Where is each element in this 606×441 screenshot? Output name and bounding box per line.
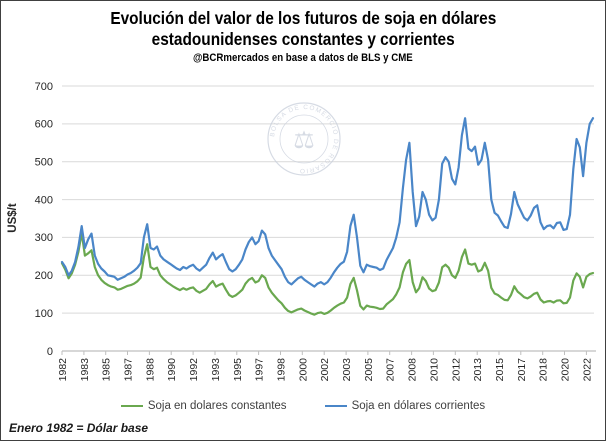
x-tick-label: 2015 (494, 358, 506, 382)
chart-subtitle: @BCRmercados en base a datos de BLS y CM… (193, 52, 413, 64)
y-tick-label: 200 (35, 270, 53, 282)
y-tick-label: 0 (47, 346, 53, 358)
x-tick-label: 2012 (450, 358, 462, 382)
x-tick-label: 1993 (210, 358, 222, 382)
x-tick-label: 1998 (276, 358, 288, 382)
x-tick-label: 1997 (254, 358, 266, 382)
x-tick-label: 2017 (516, 358, 528, 382)
x-axis (61, 350, 596, 355)
base-year-note: Enero 1982 = Dólar base (9, 421, 149, 435)
x-tick-label: 1995 (232, 358, 244, 382)
watermark-seal: BOLSA DE COMERCIO DE ROSARIO⚖ (267, 102, 341, 176)
x-tick-label: 2008 (407, 358, 419, 382)
x-tick-label: 1983 (79, 358, 91, 382)
legend-label-constantes: Soja en dolares constantes (147, 400, 287, 412)
chart-legend: Soja en dolares constantes Soja en dólar… (1, 400, 605, 412)
x-tick-label: 2002 (319, 358, 331, 382)
x-tick-label: 1987 (123, 358, 135, 382)
x-tick-label: 2010 (428, 358, 440, 382)
legend-item-corrientes: Soja en dólares corrientes (324, 400, 486, 412)
x-tick-label: 2022 (581, 358, 593, 382)
legend-swatch-corrientes-icon (324, 404, 347, 408)
y-gridlines (62, 85, 594, 314)
x-tick-label: 2003 (341, 358, 353, 382)
x-tick-label: 1985 (101, 358, 113, 382)
scales-emblem-icon: ⚖ (293, 127, 315, 154)
y-tick-labels: 0 100 200 300 400 500 600 700 (35, 81, 53, 358)
legend-swatch-constantes-icon (120, 404, 143, 408)
y-tick-label: 500 (35, 157, 53, 169)
y-tick-label: 100 (35, 308, 53, 320)
x-tick-label: 2013 (472, 358, 484, 382)
x-tick-label: 2020 (560, 358, 572, 382)
x-tick-label: 1992 (188, 358, 200, 382)
x-tick-label: 2005 (363, 358, 375, 382)
x-tick-label: 1982 (57, 358, 69, 382)
x-tick-label: 1990 (166, 358, 178, 382)
y-tick-label: 400 (35, 194, 53, 206)
x-tick-label: 1988 (144, 358, 156, 382)
page-title-line2: estadounidenses constantes y corrientes (151, 29, 455, 49)
legend-item-constantes: Soja en dolares constantes (120, 400, 287, 412)
legend-label-corrientes: Soja en dólares corrientes (351, 400, 486, 412)
x-tick-label: 2000 (297, 358, 309, 382)
series-line-corrientes (60, 117, 595, 288)
y-tick-label: 600 (35, 119, 53, 131)
x-tick-label: 2007 (385, 358, 397, 382)
y-tick-label: 300 (35, 232, 53, 244)
x-tick-labels: 1982 1983 1985 1987 1988 1990 1992 1993 1995 1997… (57, 358, 593, 382)
series-line-constantes (60, 231, 595, 316)
page-title-line1: Evolución del valor de los futuros de so… (110, 8, 496, 28)
x-tick-label: 2018 (538, 358, 550, 382)
chart-header: Evolución del valor de los futuros de so… (1, 8, 605, 64)
y-tick-label: 700 (35, 81, 53, 93)
y-axis-title: US$/t (7, 203, 19, 233)
